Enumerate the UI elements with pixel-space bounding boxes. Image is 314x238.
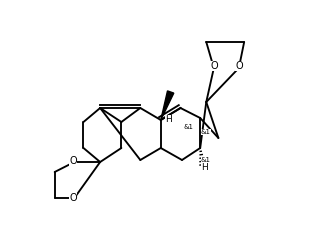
Text: O: O [236, 61, 243, 71]
Text: &1: &1 [183, 124, 193, 130]
Text: O: O [69, 193, 77, 203]
Text: H: H [165, 115, 172, 124]
Text: &1: &1 [201, 157, 211, 163]
Polygon shape [161, 91, 174, 120]
Text: O: O [210, 61, 218, 71]
Text: &1: &1 [201, 129, 211, 135]
Text: O: O [69, 156, 77, 166]
Text: H: H [201, 164, 208, 173]
